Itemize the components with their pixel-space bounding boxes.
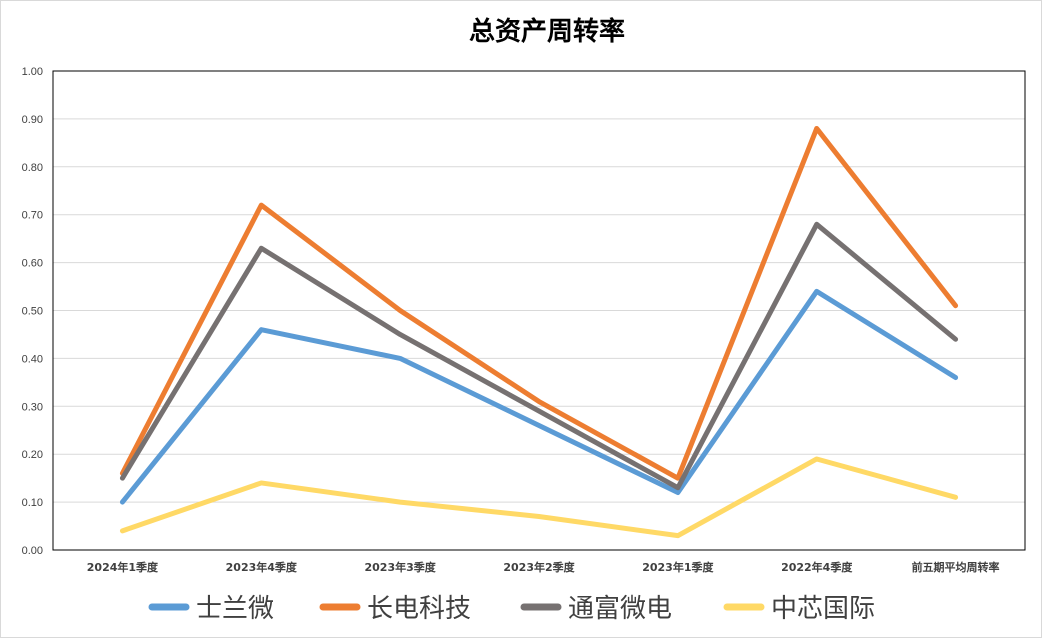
y-tick-label: 0.50 (22, 306, 43, 318)
series-line-2 (119, 221, 959, 491)
legend-label: 通富微电 (568, 594, 672, 624)
legend-item: 士兰微 (148, 594, 274, 624)
plot-area (52, 70, 1026, 551)
y-tick-label: 0.80 (22, 162, 43, 174)
series-line-1 (119, 125, 959, 481)
y-tick-label: 0.60 (22, 258, 43, 270)
legend-item: 通富微电 (520, 594, 672, 624)
series-line-0 (119, 288, 959, 505)
x-tick-label: 2024年1季度 (87, 560, 159, 574)
y-tick-label: 0.30 (22, 401, 43, 413)
x-tick-label: 2022年4季度 (781, 560, 853, 574)
y-tick-label: 0.40 (22, 353, 43, 365)
y-tick-label: 0.70 (22, 210, 43, 222)
y-tick-label: 0.90 (22, 114, 43, 126)
legend-label: 中芯国际 (771, 594, 875, 624)
y-tick-label: 0.20 (22, 449, 43, 461)
y-tick-label: 0.10 (22, 497, 43, 509)
legend-item: 中芯国际 (723, 594, 875, 624)
series-lines (119, 125, 959, 539)
x-axis: 2024年1季度 2023年4季度 2023年3季度 2023年2季度 2023年1季度… (87, 560, 1000, 574)
chart-title: 总资产周转率 (469, 16, 625, 47)
x-tick-label: 2023年3季度 (365, 560, 437, 574)
legend-label: 长电科技 (367, 594, 471, 624)
x-tick-label: 前五期平均周转率 (912, 560, 1000, 574)
series-line-3 (119, 456, 959, 539)
legend-item: 长电科技 (319, 594, 471, 624)
y-tick-label: 0.00 (22, 545, 43, 557)
x-tick-label: 2023年4季度 (226, 560, 298, 574)
x-tick-label: 2023年2季度 (503, 560, 575, 574)
y-tick-label: 1.00 (22, 66, 43, 78)
y-axis: 0.00 0.10 0.20 0.30 0.40 0.50 0.60 0.70 0.80 0.90… (22, 66, 43, 557)
legend: 士兰微 长电科技 通富微电 中芯国际 (148, 594, 875, 624)
legend-label: 士兰微 (196, 594, 274, 624)
x-tick-label: 2023年1季度 (642, 560, 714, 574)
